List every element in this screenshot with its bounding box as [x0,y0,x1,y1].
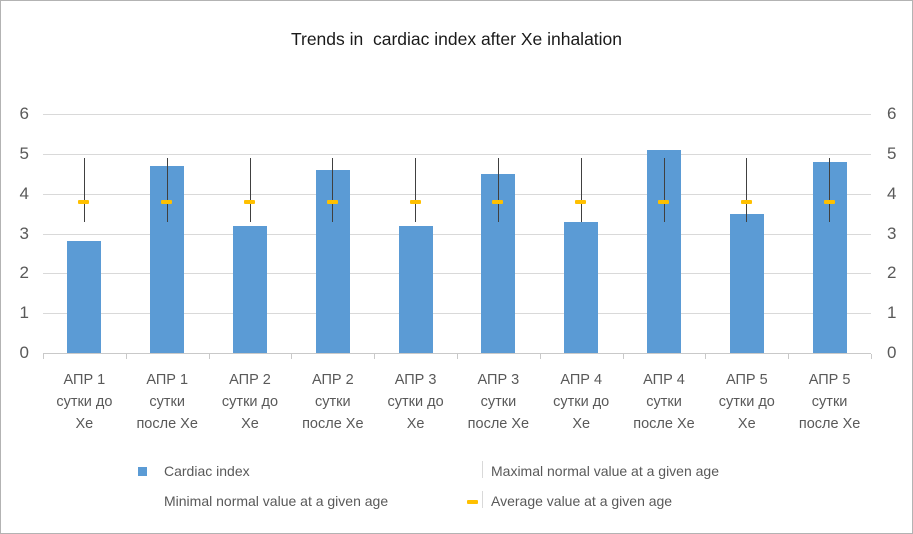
x-axis-category-label: АПР 4 сутки до Хе [553,372,610,432]
gridline [43,153,871,155]
average-value-dash [740,199,752,204]
x-axis-line [43,353,871,354]
x-axis-category-label: АПР 2 сутки до Хе [221,372,279,432]
y-axis-tick-label-left: 3 [19,223,29,243]
x-axis-tickmark [622,354,624,359]
x-axis-tickmark [539,354,541,359]
x-axis-category-label: АПР 1 сутки до Хе [56,372,113,432]
x-axis-category-label: АПР 2 сутки после Хе [302,372,364,432]
minmax-range-line [580,157,582,222]
y-axis-tick-label-left: 4 [19,183,29,203]
minmax-range-line [83,157,85,222]
x-axis-tickmark [705,354,707,359]
x-axis-category-label: АПР 3 сутки после Хе [467,372,530,432]
x-axis-tickmark [43,354,44,359]
legend-marker-average-dash [467,500,478,504]
x-axis-category-label: АПР 3 сутки до Хе [387,372,444,432]
x-axis-category-label: АПР 5 сутки после Хе [798,372,861,432]
minmax-range-line [415,157,417,222]
legend-marker-maximal-line [482,461,483,478]
x-axis-tickmark [291,354,293,359]
x-axis-category-label: АПР 1 сутки после Хе [136,372,198,432]
legend-label-average: Average value at a given age [491,493,673,509]
y-axis-tick-label-right: 5 [887,143,897,163]
x-axis-tickmark [208,354,210,359]
legend-label-cardiac-index: Cardiac index [164,463,250,479]
minmax-range-line [746,157,748,222]
y-axis-tick-label-left: 2 [19,263,29,283]
x-axis-tickmark [788,354,790,359]
x-axis-tickmark [125,354,127,359]
y-axis-tick-label-right: 1 [887,303,897,323]
average-value-dash [492,199,504,204]
y-axis-tick-label-left: 6 [19,104,29,123]
legend-marker-cardiac-index [138,467,147,476]
minmax-range-line [166,157,168,222]
average-value-dash [658,199,669,204]
legend-label-maximal: Maximal normal value at a given age [491,463,720,479]
x-axis-tickmark [457,354,458,359]
gridline [43,114,871,115]
average-value-dash [161,199,173,204]
average-value-dash [823,199,835,204]
minmax-range-line [497,157,499,222]
bar-7 [564,221,599,353]
bar-3 [233,225,267,353]
gridline [43,313,871,315]
legend-label-minimal: Minimal normal value at a given age [164,493,389,509]
legend-marker-average-line [482,491,483,508]
bar-9 [729,213,764,353]
x-axis-category-label: АПР 4 сутки после Хе [633,372,695,432]
gridline [43,233,871,235]
average-value-dash [244,199,255,204]
average-value-dash [78,199,90,204]
average-value-dash [409,199,421,204]
minmax-range-line [663,157,665,222]
x-axis-tickmark [374,354,376,359]
chart-title: Trends in cardiac index after Xe inhalat… [290,29,623,49]
bar-1 [67,241,102,353]
y-axis-tick-label-right: 4 [887,183,897,203]
average-value-dash [326,199,338,204]
y-axis-tick-label-right: 0 [887,343,897,362]
minmax-range-line [829,157,831,222]
minmax-range-line [332,157,334,222]
x-axis-category-label: АПР 5 сутки до Хе [718,372,775,432]
y-axis-tick-label-left: 0 [19,343,29,362]
gridline [43,193,871,195]
minmax-range-line [249,157,251,222]
bar-5 [398,225,433,353]
y-axis-tick-label-left: 5 [19,143,29,163]
gridline [43,273,871,275]
y-axis-tick-label-right: 6 [887,104,897,123]
average-value-dash [575,199,587,204]
y-axis-tick-label-right: 2 [887,263,897,283]
x-axis-tickmark [871,354,872,359]
y-axis-tick-label-left: 1 [19,303,29,323]
y-axis-tick-label-right: 3 [887,223,897,243]
